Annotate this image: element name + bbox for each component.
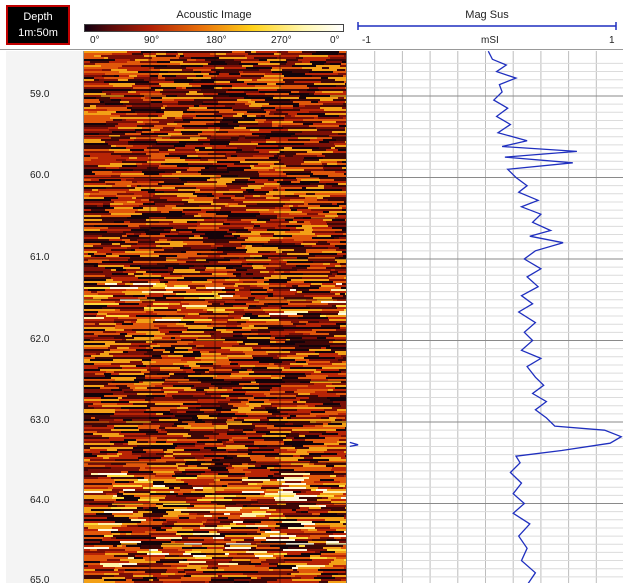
- depth-tick-62: 62.0: [30, 334, 50, 345]
- mag-sus-title: Mag Sus: [465, 9, 509, 21]
- mag-sus-unit-label: mSI: [481, 35, 499, 46]
- depth-tick-60: 60.0: [30, 170, 50, 181]
- mag-sus-min-label: -1: [362, 35, 371, 46]
- depth-track: 59.0 60.0 61.0 62.0 63.0 64.0 65.0: [6, 51, 84, 586]
- depth-tick-61: 61.0: [30, 252, 50, 263]
- azimuth-label-270: 270°: [271, 35, 292, 46]
- depth-tick-59: 59.0: [30, 89, 50, 100]
- depth-tick-63: 63.0: [30, 415, 50, 426]
- depth-title: Depth: [23, 11, 53, 23]
- mag-sus-max-label: 1: [609, 35, 615, 46]
- depth-tick-65: 65.0: [30, 575, 50, 586]
- azimuth-label-90: 90°: [144, 35, 160, 46]
- mag-sus-spike: [349, 441, 359, 448]
- azimuth-label-0: 0°: [90, 35, 100, 46]
- acoustic-image-track[interactable]: [84, 51, 346, 583]
- acoustic-image: [84, 51, 346, 583]
- header-divider: [0, 49, 623, 50]
- mag-sus-scale-line: [357, 22, 617, 30]
- depth-header[interactable]: Depth 1m:50m: [6, 5, 70, 45]
- azimuth-label-180: 180°: [206, 35, 227, 46]
- mag-sus-track[interactable]: [346, 50, 623, 586]
- azimuth-label-360: 0°: [330, 35, 340, 46]
- mag-sus-plot: [347, 50, 623, 586]
- acoustic-image-title: Acoustic Image: [176, 9, 252, 21]
- mag-sus-header[interactable]: Mag Sus -1 mSI 1: [356, 9, 618, 46]
- depth-tick-64: 64.0: [30, 495, 50, 506]
- acoustic-colorbar: [84, 24, 344, 32]
- mag-sus-curve: [487, 50, 623, 586]
- acoustic-image-header[interactable]: Acoustic Image 0° 90° 180° 270° 0°: [84, 9, 344, 46]
- depth-scale: 1m:50m: [18, 27, 58, 39]
